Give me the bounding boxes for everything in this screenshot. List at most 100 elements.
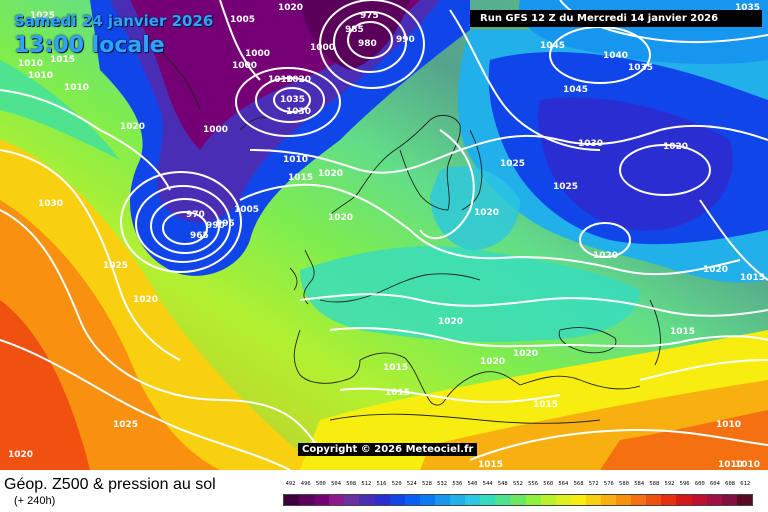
isobar-line-13 [449,9,601,151]
isobar-nlow-ring-2 [333,11,407,73]
legend-swatch [404,495,420,505]
isobar-label: 1000 [245,49,270,59]
isobar-label: 1015 [533,400,558,410]
isobar-label: 1020 [120,122,145,132]
legend-tick: 544 [482,481,493,487]
legend-swatch [570,495,586,505]
isobar-line-3 [0,209,321,451]
isobar-label: 1020 [278,3,303,13]
isobar-label: 1020 [286,75,311,85]
isobar-label: 1015 [288,173,313,183]
isobar-label: 1025 [553,182,578,192]
legend-tick-labels: 492 496 500 504 508 512 516 520 524 528 532 536 540 5… [283,481,753,491]
isobar-line-5 [239,183,741,276]
isobar-label: 1045 [540,41,565,51]
isobar-line-12 [219,0,261,81]
isobar-high-ring-3 [235,67,341,137]
copyright-notice: Copyright © 2026 Meteociel.fr [298,443,478,456]
zone-teal-baltic [430,166,520,250]
isobar-label: 1010 [716,420,741,430]
isobar-line-1 [0,89,171,191]
isobar-line-7 [299,293,768,317]
coast-finland [461,129,483,211]
isobar-nlow-ring-1 [347,21,393,59]
isobar-line-16 [639,359,768,381]
legend-swatch [450,495,466,505]
legend-swatch [691,495,707,505]
legend-tick: 612 [740,481,751,487]
coast-caspian [649,299,661,366]
isobar-line-10 [469,428,768,461]
legend-tick: 552 [512,481,523,487]
isobar-label: 1035 [280,95,305,105]
map-svg: 1025 1010 1010 1015 1010 1005 1000 1000 … [0,0,768,470]
isobar-label: 990 [206,221,225,231]
isobar-label: 1010 [283,155,308,165]
legend-tick: 492 [285,481,296,487]
legend-tick: 588 [649,481,660,487]
legend-tick: 564 [558,481,569,487]
legend-swatch [525,495,541,505]
legend-swatch [480,495,496,505]
isobar-ehigh-ring-1 [619,144,711,196]
legend-swatch [314,495,330,505]
legend-swatch [585,495,601,505]
legend-color-bar [283,494,753,506]
legend-swatch [374,495,390,505]
legend-tick: 508 [346,481,357,487]
isobar-label: 1020 [133,295,158,305]
isobar-label: 1015 [740,273,765,283]
isobar-label: 1020 [474,208,499,218]
legend-swatch [299,495,315,505]
isobar-label: 1010 [18,59,43,69]
isobar-low-ring-2 [150,198,220,254]
isobar-label: 1030 [38,199,63,209]
coast-ireland [289,267,298,291]
legend-tick: 500 [315,481,326,487]
legend-tick: 532 [437,481,448,487]
isobar-label: 1000 [203,125,228,135]
isobars [0,0,768,470]
legend-tick: 600 [694,481,705,487]
forecast-date: Samedi 24 janvier 2026 [14,12,214,30]
isobar-label: 1020 [8,450,33,460]
zone-darkpurple-north [300,0,410,70]
isobar-label: 1025 [30,11,55,21]
coast-northsea [319,273,481,303]
isobar-label: 1025 [103,261,128,271]
legend-swatch [706,495,722,505]
legend-tick: 584 [634,481,645,487]
isobar-label: 1010 [735,460,760,470]
isobar-elow-ring-1 [579,222,631,258]
isobar-label: 1040 [603,51,628,61]
legend-tick: 568 [573,481,584,487]
legend-swatch [540,495,556,505]
isobar-label: 1045 [563,85,588,95]
legend-swatch [631,495,647,505]
legend-swatch [646,495,662,505]
isobar-label: 1005 [234,205,259,215]
coast-norway [399,149,449,211]
legend-tick: 540 [467,481,478,487]
coast-balkans [444,371,521,401]
color-legend: 492 496 500 504 508 512 516 520 524 528 532 536 540 5… [283,474,753,510]
legend-tick: 512 [361,481,372,487]
isobar-label: 1010 [28,71,53,81]
legend-swatch [359,495,375,505]
legend-swatch [616,495,632,505]
isobar-label: 1035 [735,3,760,13]
weather-map: 1025 1010 1010 1015 1010 1005 1000 1000 … [0,0,768,470]
coast-blacksea [558,327,617,354]
zone-teal-europe [300,246,640,342]
isobar-label: 1010 [64,83,89,93]
legend-swatch [344,495,360,505]
isobar-line-9 [339,387,561,404]
legend-swatch [495,495,511,505]
isobar-label: 1020 [513,349,538,359]
isobar-line-6 [249,124,768,174]
legend-swatch [736,495,752,505]
coast-iberia [293,329,361,384]
legend-tick: 560 [543,481,554,487]
legend-tick: 536 [452,481,463,487]
isobar-low-ring-1 [162,211,208,245]
